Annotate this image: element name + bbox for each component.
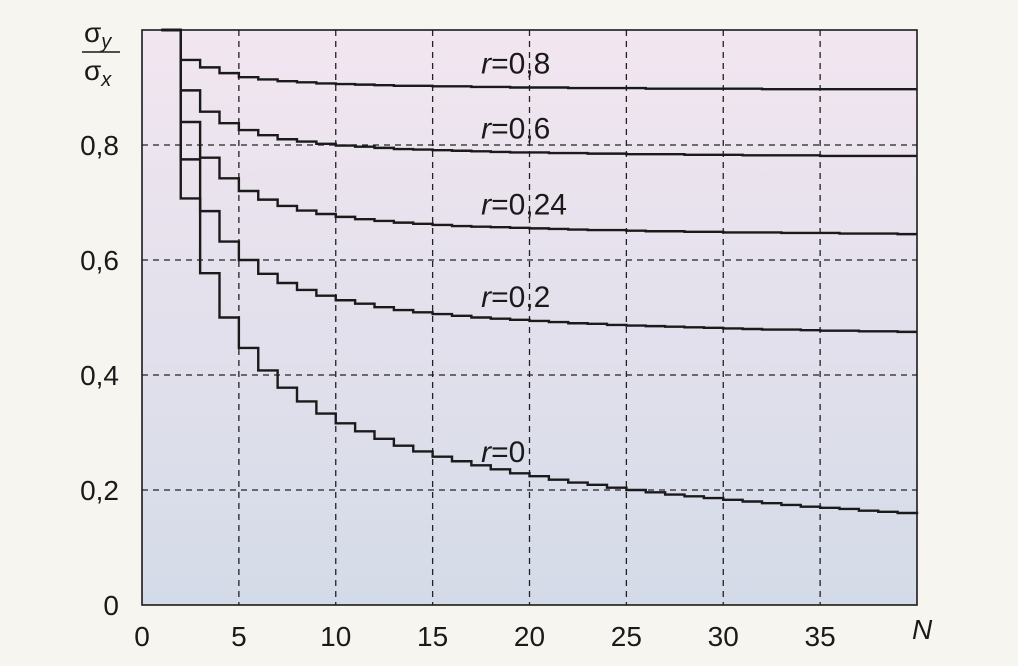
series-label: r=0,8 bbox=[481, 48, 550, 81]
x-tick-labels: 0 5 10 15 20 25 30 35 bbox=[134, 621, 835, 652]
x-tick-label: 10 bbox=[320, 621, 351, 652]
y-tick-label: 0,8 bbox=[80, 130, 119, 161]
svg-text:σy: σy bbox=[84, 17, 112, 53]
series-line bbox=[161, 28, 917, 158]
series-label-value: =0,8 bbox=[491, 48, 550, 81]
x-axis-label: N bbox=[912, 614, 933, 645]
y-tick-label: 0,6 bbox=[80, 245, 119, 276]
x-tick-label: 0 bbox=[134, 621, 150, 652]
y-tick-label: 0,4 bbox=[80, 360, 119, 391]
y-axis-label: σy σx bbox=[82, 17, 120, 91]
y-tick-labels: 0 0,2 0,4 0,6 0,8 bbox=[80, 130, 119, 621]
y-label-numerator-sub: y bbox=[99, 31, 112, 53]
x-tick-label: 35 bbox=[805, 621, 836, 652]
y-label-denominator-sub: x bbox=[100, 69, 112, 91]
y-label-denominator: σ bbox=[84, 55, 101, 86]
series-label-value: =0,24 bbox=[491, 188, 567, 221]
y-tick-label: 0 bbox=[103, 590, 119, 621]
series-label: r=0,2 bbox=[481, 281, 550, 314]
series-label-symbol: r bbox=[481, 188, 492, 221]
series-label-symbol: r bbox=[481, 281, 492, 314]
x-tick-label: 30 bbox=[708, 621, 739, 652]
series-label-value: =0,6 bbox=[491, 112, 550, 145]
series-label: r=0,6 bbox=[481, 112, 550, 145]
series-label-value: =0 bbox=[491, 436, 525, 469]
series-label-symbol: r bbox=[481, 436, 492, 469]
series-label: r=0,24 bbox=[481, 188, 567, 221]
series-line bbox=[161, 28, 917, 236]
plot-frame bbox=[141, 29, 918, 606]
series-line bbox=[161, 28, 917, 91]
x-tick-label: 20 bbox=[514, 621, 545, 652]
series-label-symbol: r bbox=[481, 48, 492, 81]
series-line bbox=[161, 28, 919, 515]
series-line bbox=[161, 28, 917, 334]
x-tick-label: 5 bbox=[231, 621, 247, 652]
series-label-symbol: r bbox=[481, 112, 492, 145]
svg-text:σx: σx bbox=[84, 55, 112, 91]
x-tick-label: 25 bbox=[611, 621, 642, 652]
series-label: r=0 bbox=[481, 436, 525, 469]
series-label-value: =0,2 bbox=[491, 281, 550, 314]
curve-labels: r=0,8r=0,6r=0,24r=0,2r=0 bbox=[481, 48, 567, 470]
y-label-numerator: σ bbox=[84, 17, 101, 48]
x-tick-label: 15 bbox=[417, 621, 448, 652]
curves bbox=[161, 28, 919, 515]
y-tick-label: 0,2 bbox=[80, 475, 119, 506]
